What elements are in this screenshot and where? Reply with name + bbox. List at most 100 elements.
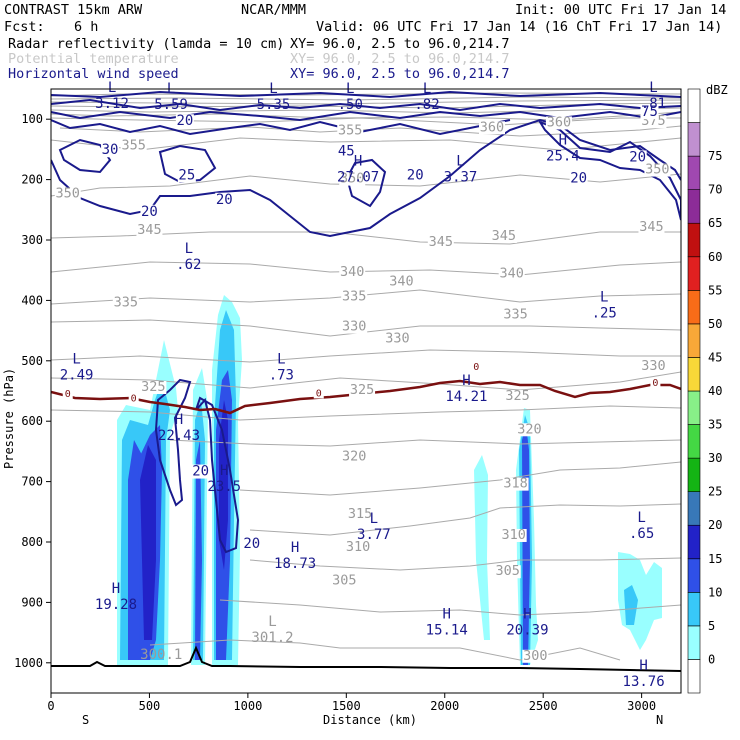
- model-title: CONTRAST 15km ARW: [4, 2, 143, 18]
- wind-label: 20: [243, 536, 260, 552]
- extremum-marker: L: [72, 352, 80, 368]
- forecast-label: Fcst:: [4, 19, 45, 35]
- extremum-value: 18.73: [274, 556, 316, 572]
- theta-label: 345: [639, 219, 663, 235]
- theta-label: 305: [332, 572, 356, 588]
- theta-label-bg: [341, 320, 368, 334]
- refl-20-west: [140, 445, 156, 640]
- extremum-marker: H: [354, 154, 362, 170]
- colorbar-unit: dBZ: [706, 83, 728, 97]
- extremum-value: 14.21: [445, 389, 487, 405]
- colorbar-swatch: [687, 524, 701, 560]
- extremum-marker: L: [600, 290, 608, 306]
- wind-label-bg: [242, 537, 261, 552]
- theta-label-bg: [339, 266, 366, 280]
- theta-label: 310: [346, 539, 370, 555]
- theta-label: 350: [340, 171, 364, 187]
- theta-label-bg: [638, 220, 665, 234]
- colorbar-tick-label: 75: [708, 149, 722, 163]
- field-reflectivity: Radar reflectivity (lamda = 10 cm): [8, 36, 284, 52]
- theta-label: 360: [547, 114, 571, 130]
- theta-label-bg: [349, 384, 376, 398]
- extremum-value: .65: [629, 526, 654, 542]
- freezing-label-bg: [650, 378, 661, 389]
- valid-time: Valid: 06 UTC Fri 17 Jan 14 (16 ChT Fri …: [316, 19, 722, 35]
- theta-label: 320: [342, 448, 366, 464]
- wind-label: 20: [216, 192, 233, 208]
- colorbar-tick-label: 55: [708, 283, 722, 297]
- wind-label-bg: [101, 143, 120, 158]
- extremum-marker: L: [277, 352, 285, 368]
- wind-label-bg: [177, 168, 196, 183]
- theta-label: 320: [517, 421, 541, 437]
- colorbar-tick-label: 0: [708, 652, 715, 666]
- wind-label: 25: [178, 168, 195, 184]
- extremum-value: 22.43: [158, 428, 200, 444]
- wind-label-bg: [140, 204, 159, 219]
- wind-label-bg: [191, 464, 210, 479]
- colorbar-tick-label: 65: [708, 216, 722, 230]
- freezing-label: 0: [473, 362, 479, 373]
- colorbar-tick-label: 15: [708, 552, 722, 566]
- extremum-value: 25.4: [546, 148, 580, 164]
- theta-label-bg: [341, 290, 368, 304]
- x-tick-label: 500: [139, 699, 161, 713]
- freezing-label-bg: [313, 388, 324, 399]
- extremum-value: 23.5: [207, 479, 241, 495]
- wind-label: 20: [629, 149, 646, 165]
- theta-label: 310: [501, 527, 525, 543]
- extremum-marker: H: [112, 581, 120, 597]
- y-tick-label: 700: [21, 475, 43, 489]
- colorbar-tick-label: 70: [708, 183, 722, 197]
- plot-area: [51, 89, 681, 693]
- wind-label: 20: [176, 113, 193, 129]
- colorbar-swatch: [687, 424, 701, 459]
- field-wind-xy: XY= 96.0, 2.5 to 96.0,214.7: [290, 66, 509, 82]
- extremum-marker: H: [175, 412, 183, 428]
- wind-label-bg: [406, 168, 425, 183]
- theta-label-bg: [522, 649, 549, 663]
- colorbar-swatch: [687, 222, 701, 258]
- theta-label: 355: [338, 122, 362, 138]
- colorbar-swatch: [687, 592, 701, 627]
- wind-label: 20: [407, 168, 424, 184]
- forecast-hour: 6 h: [74, 19, 98, 35]
- extremum-value: .62: [176, 257, 201, 273]
- x-tick-label: 1000: [233, 699, 262, 713]
- extremum-value: 300.1: [140, 647, 182, 663]
- wind-label-bg: [215, 192, 234, 207]
- freezing-label: 0: [316, 388, 322, 399]
- theta-label: 330: [385, 331, 409, 347]
- colorbar-tick-label: 25: [708, 485, 722, 499]
- extremum-marker: L: [456, 154, 464, 170]
- colorbar-tick-label: 45: [708, 350, 722, 364]
- theta-label: 350: [645, 162, 669, 178]
- terrain-line: [51, 645, 681, 672]
- theta-label-bg: [384, 332, 411, 346]
- colorbar-tick-label: 5: [708, 619, 715, 633]
- colorbar-swatch: [687, 323, 701, 358]
- theta-label-bg: [337, 124, 364, 138]
- colorbar-swatch: [687, 390, 701, 425]
- theta-label-bg: [427, 236, 454, 250]
- theta-label: 315: [348, 506, 372, 522]
- freezing-label-bg: [62, 389, 73, 400]
- extremum-marker: L: [649, 80, 657, 96]
- freezing-label: 0: [652, 378, 658, 389]
- theta-isentropes: [51, 92, 681, 661]
- field-reflectivity-xy: XY= 96.0, 2.5 to 96.0,214.7: [290, 36, 509, 52]
- colorbar-swatch: [687, 189, 701, 224]
- extremum-marker: H: [639, 658, 647, 674]
- theta-label-bg: [516, 423, 543, 437]
- theta-label: 318: [503, 476, 527, 492]
- colorbar-swatch: [687, 357, 701, 392]
- extremum-marker: H: [462, 373, 470, 389]
- y-tick-label: 100: [21, 112, 43, 126]
- theta-label: 330: [641, 358, 665, 374]
- freezing-label: 0: [65, 389, 71, 400]
- theta-label: 325: [505, 388, 529, 404]
- wind-speed-contours: [51, 90, 681, 554]
- wind-label: 30: [102, 142, 119, 158]
- theta-label: 335: [114, 294, 138, 310]
- colorbar-swatch: [687, 88, 701, 123]
